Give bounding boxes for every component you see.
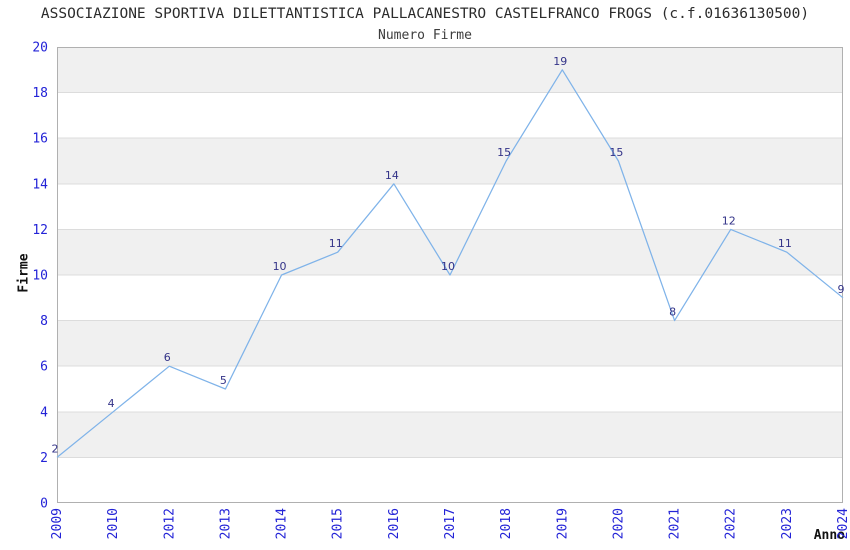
y-tick-label: 2: [40, 451, 48, 466]
point-label: 8: [669, 306, 676, 319]
x-tick-label: 2014: [275, 508, 290, 539]
x-axis-title: Anno: [813, 528, 845, 543]
grid-band: [57, 47, 843, 93]
x-tick-label: 2021: [668, 508, 683, 539]
x-tick-label: 2019: [555, 508, 570, 539]
x-tick-label: 2018: [499, 508, 514, 539]
point-label: 19: [553, 55, 567, 68]
x-tick-label: 2024: [836, 508, 850, 539]
y-tick-label: 6: [40, 360, 48, 375]
data-line: [56, 69, 844, 458]
chart-title: ASSOCIAZIONE SPORTIVA DILETTANTISTICA PA…: [40, 6, 810, 22]
y-tick-label: 8: [40, 314, 48, 329]
y-tick-label: 14: [32, 177, 48, 192]
y-tick-label: 16: [32, 132, 48, 147]
point-label: 12: [722, 214, 736, 227]
y-tick-label: 10: [32, 269, 48, 284]
point-label: 11: [329, 237, 343, 250]
grid-band: [57, 229, 843, 275]
x-tick-label: 2013: [218, 508, 233, 539]
y-tick-label: 20: [32, 41, 48, 56]
x-tick-label: 2012: [162, 508, 177, 539]
y-tick-label: 4: [40, 405, 48, 420]
x-tick-label: 2010: [106, 508, 121, 539]
y-tick-label: 0: [40, 497, 48, 512]
grid-band: [57, 411, 843, 458]
x-tick-label: 2016: [387, 508, 402, 539]
point-label: 11: [778, 237, 792, 250]
y-tick-label: 18: [32, 86, 48, 101]
x-tick-label: 2017: [443, 508, 458, 539]
point-label: 15: [609, 146, 623, 159]
point-label: 5: [220, 374, 227, 387]
x-tick-label: 2020: [611, 508, 626, 539]
chart-subtitle: Numero Firme: [378, 28, 472, 43]
grid-band: [57, 320, 843, 367]
point-label: 4: [108, 397, 115, 410]
point-label: 2: [52, 442, 59, 455]
x-tick-label: 2023: [780, 508, 795, 539]
point-label: 15: [497, 146, 511, 159]
grid-band: [57, 138, 843, 184]
x-tick-label: 2022: [724, 508, 739, 539]
point-label: 14: [385, 169, 399, 182]
point-label: 6: [164, 351, 171, 364]
y-tick-label: 12: [32, 223, 48, 238]
x-tick-label: 2009: [50, 508, 65, 539]
x-tick-label: 2015: [331, 508, 346, 539]
plot-border: [57, 47, 843, 503]
point-label: 9: [838, 283, 845, 296]
point-label: 10: [273, 260, 287, 273]
point-label: 10: [441, 260, 455, 273]
